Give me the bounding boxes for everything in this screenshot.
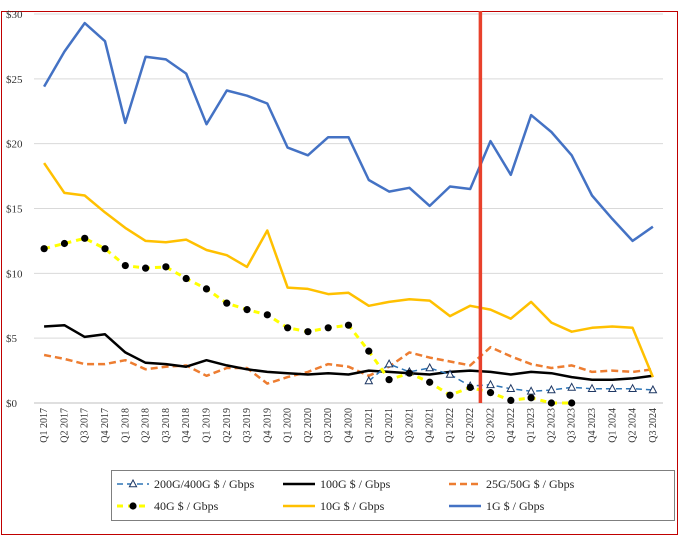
data-point — [263, 311, 271, 319]
x-tick-label: Q4 2020 — [344, 408, 355, 443]
data-point — [527, 394, 535, 402]
x-tick-label: Q4 2023 — [587, 408, 598, 443]
data-point — [324, 324, 332, 332]
data-point — [546, 384, 556, 394]
legend-marker — [129, 502, 137, 510]
data-point — [40, 245, 48, 253]
data-point — [445, 369, 455, 378]
x-tick-label: Q3 2022 — [486, 408, 497, 443]
legend: 200G/400G $ / Gbps 100G $ / Gbps 25G/50G $… — [111, 470, 675, 521]
y-tick-label: $25 — [6, 74, 23, 86]
data-point — [547, 399, 556, 407]
data-point — [384, 359, 394, 368]
data-point — [162, 263, 170, 271]
x-tick-label: Q1 2018 — [120, 408, 131, 443]
series-line — [44, 323, 654, 381]
x-tick-label: Q2 2017 — [59, 408, 70, 443]
y-tick-label: $20 — [6, 139, 23, 151]
data-point — [141, 264, 150, 272]
x-tick-label: Q1 2019 — [201, 408, 212, 443]
x-tick-label: Q3 2024 — [648, 408, 659, 443]
data-point — [385, 376, 393, 384]
x-tick-label: Q2 2018 — [141, 408, 152, 443]
y-tick-label: $5 — [6, 333, 18, 345]
x-tick-label: Q3 2021 — [404, 408, 415, 443]
y-axis: $0 $5 $10 $15 $20 $25 $30 — [6, 9, 23, 410]
grid — [34, 13, 663, 404]
data-point — [81, 234, 89, 242]
data-point — [607, 383, 617, 392]
data-point — [304, 328, 312, 336]
data-point — [486, 379, 495, 389]
data-point — [365, 347, 373, 355]
x-tick-label: Q3 2020 — [323, 408, 334, 443]
x-tick-label: Q2 2019 — [222, 408, 233, 443]
data-point — [284, 324, 292, 332]
x-tick-label: Q1 2023 — [526, 408, 537, 443]
x-tick-label: Q1 2020 — [283, 408, 294, 443]
legend-label: 25G/50G $ / Gbps — [486, 477, 575, 491]
x-tick-label: Q3 2018 — [161, 408, 172, 443]
legend-label: 10G $ / Gbps — [320, 499, 385, 513]
x-tick-label: Q3 2023 — [567, 408, 578, 443]
legend-box — [111, 470, 675, 521]
data-point — [567, 382, 577, 391]
data-point — [426, 378, 434, 386]
data-point — [628, 383, 638, 392]
y-tick-label: $10 — [6, 268, 23, 280]
x-tick-label: Q3 2017 — [80, 408, 91, 443]
data-point — [223, 299, 231, 307]
data-point — [121, 261, 129, 270]
data-point — [101, 245, 109, 253]
data-point — [648, 384, 658, 394]
data-point — [60, 239, 69, 248]
legend-label: 100G $ / Gbps — [320, 477, 391, 491]
data-point — [526, 386, 536, 395]
legend-marker — [128, 478, 138, 488]
data-point — [486, 389, 495, 397]
data-point — [344, 321, 353, 329]
y-tick-label: $30 — [6, 9, 23, 21]
y-tick-label: $15 — [6, 204, 23, 216]
x-tick-label: Q2 2022 — [465, 408, 476, 443]
legend-label: 200G/400G $ / Gbps — [154, 477, 255, 491]
x-tick-label: Q4 2019 — [262, 408, 273, 443]
x-tick-label: Q2 2023 — [546, 408, 557, 443]
series-line — [43, 345, 654, 385]
data-point — [364, 375, 374, 385]
x-tick-label: Q2 2021 — [384, 408, 395, 443]
y-tick-label: $0 — [6, 398, 18, 410]
data-point — [506, 383, 516, 392]
series-line — [43, 162, 655, 378]
x-tick-label: Q2 2020 — [303, 408, 314, 443]
legend-label: 1G $ / Gbps — [486, 499, 545, 513]
data-point — [587, 383, 597, 392]
x-tick-label: Q1 2024 — [607, 408, 618, 443]
x-tick-label: Q2 2024 — [628, 408, 639, 443]
x-tick-label: Q3 2019 — [242, 408, 253, 443]
series-line — [43, 21, 654, 243]
data-point — [202, 285, 211, 293]
legend-label: 40G $ / Gbps — [154, 499, 219, 513]
data-point — [405, 369, 413, 377]
x-tick-label: Q4 2018 — [181, 408, 192, 443]
data-point — [446, 391, 454, 399]
data-point — [466, 383, 474, 392]
x-tick-label: Q4 2017 — [100, 408, 111, 443]
data-point — [507, 396, 515, 405]
x-tick-label: Q1 2022 — [445, 408, 456, 443]
x-tick-label: Q4 2022 — [506, 408, 517, 443]
series-group — [40, 21, 658, 407]
x-tick-label: Q1 2017 — [39, 408, 50, 443]
data-point — [568, 399, 576, 407]
data-point — [243, 306, 251, 314]
data-point — [425, 362, 435, 372]
x-axis: Q1 2017 Q2 2017 Q3 2017 Q4 2017 Q1 2018 Q2 20… — [39, 408, 659, 443]
data-point — [182, 274, 190, 283]
x-tick-label: Q1 2021 — [364, 408, 375, 443]
x-tick-label: Q4 2021 — [425, 408, 436, 443]
